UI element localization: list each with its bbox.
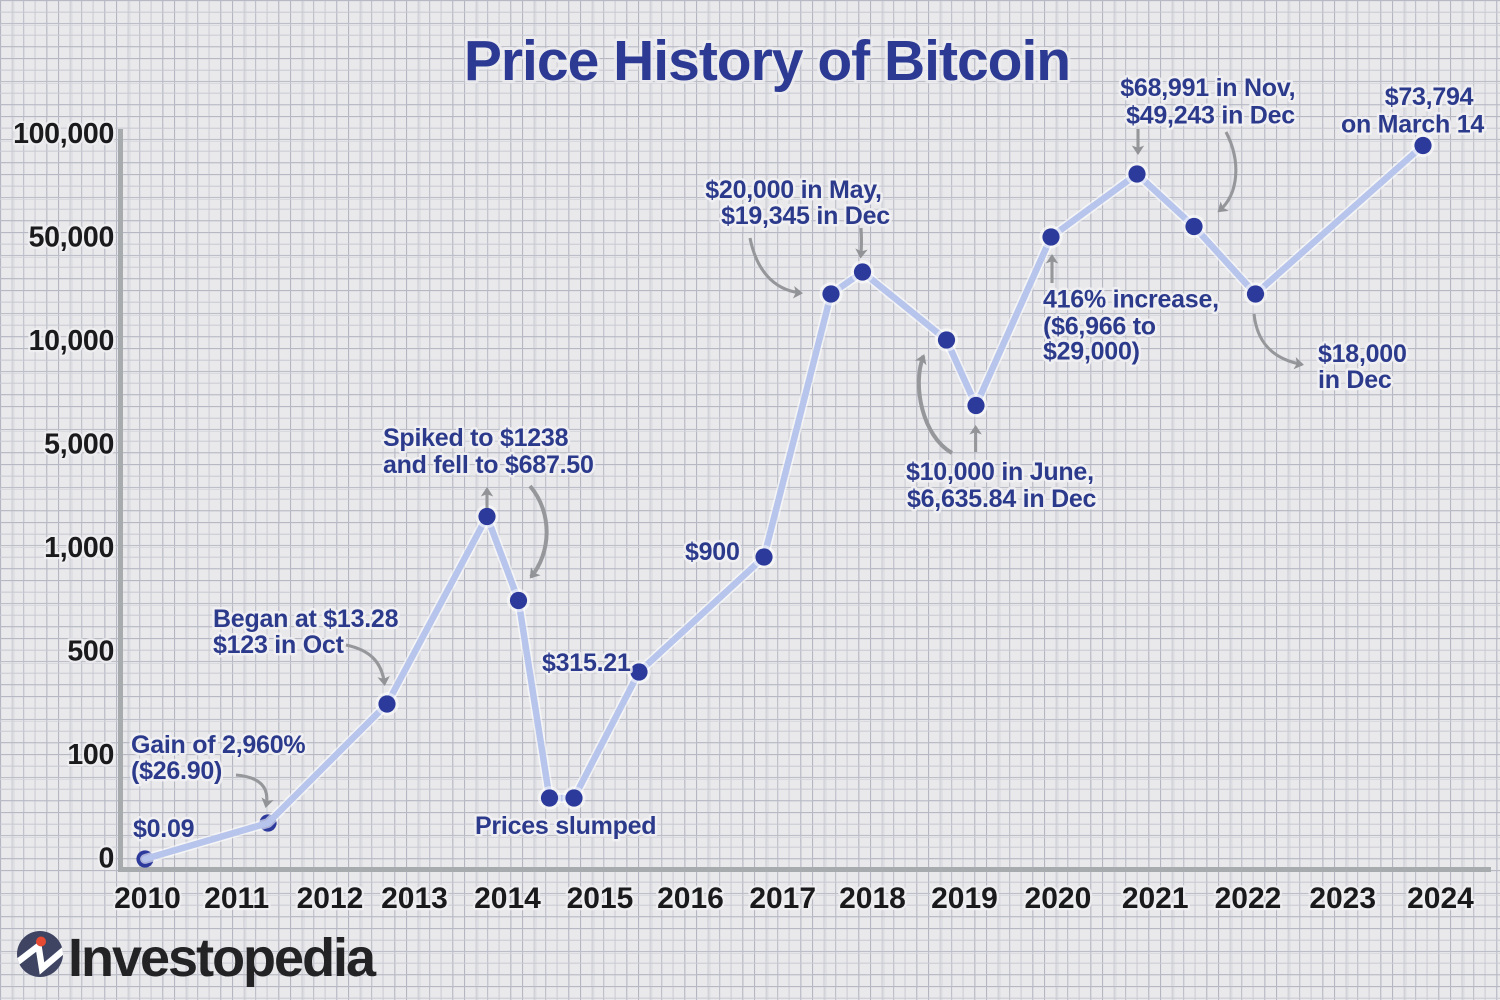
svg-text:5,000: 5,000 <box>44 429 114 461</box>
svg-text:Began at $13.28: Began at $13.28 <box>213 605 399 633</box>
svg-text:100: 100 <box>67 739 114 771</box>
svg-text:100,000: 100,000 <box>13 118 114 150</box>
svg-text:$68,991 in Nov,: $68,991 in Nov, <box>1120 74 1295 102</box>
svg-text:0: 0 <box>98 843 114 875</box>
svg-text:and fell to $687.50: and fell to $687.50 <box>383 451 594 479</box>
svg-text:$29,000): $29,000) <box>1043 337 1140 365</box>
svg-text:500: 500 <box>67 636 114 668</box>
svg-text:2019: 2019 <box>931 882 998 915</box>
svg-text:2014: 2014 <box>474 882 541 915</box>
svg-text:2022: 2022 <box>1215 882 1282 915</box>
svg-text:$123 in Oct: $123 in Oct <box>213 631 345 659</box>
svg-text:$315.21: $315.21 <box>542 649 631 677</box>
svg-text:2010: 2010 <box>114 882 181 915</box>
svg-text:in Dec: in Dec <box>1318 366 1392 394</box>
svg-text:($6,966 to: ($6,966 to <box>1043 313 1156 341</box>
svg-text:2012: 2012 <box>297 882 364 915</box>
svg-text:2017: 2017 <box>749 882 816 915</box>
svg-text:Price History of Bitcoin: Price History of Bitcoin <box>464 29 1070 93</box>
svg-text:Investopedia: Investopedia <box>68 928 377 988</box>
svg-text:$20,000 in May,: $20,000 in May, <box>705 176 881 204</box>
svg-text:416% increase,: 416% increase, <box>1043 286 1219 314</box>
svg-text:2011: 2011 <box>204 882 269 915</box>
svg-text:2018: 2018 <box>839 882 906 915</box>
svg-text:2015: 2015 <box>567 882 634 915</box>
svg-text:Prices slumped: Prices slumped <box>475 812 656 840</box>
svg-text:2023: 2023 <box>1309 882 1376 915</box>
svg-text:10,000: 10,000 <box>29 325 114 357</box>
svg-text:2016: 2016 <box>657 882 724 915</box>
svg-text:$900: $900 <box>685 538 740 566</box>
svg-text:1,000: 1,000 <box>44 532 114 564</box>
svg-text:2021: 2021 <box>1122 882 1189 915</box>
svg-text:Spiked to $1238: Spiked to $1238 <box>383 424 569 452</box>
svg-text:2020: 2020 <box>1025 882 1092 915</box>
svg-text:$49,243 in Dec: $49,243 in Dec <box>1126 102 1295 130</box>
svg-text:$19,345 in Dec: $19,345 in Dec <box>721 202 890 230</box>
svg-text:2013: 2013 <box>381 882 448 915</box>
svg-text:Gain of 2,960%: Gain of 2,960% <box>131 731 305 759</box>
svg-text:$10,000 in June,: $10,000 in June, <box>906 458 1094 486</box>
svg-text:$0.09: $0.09 <box>133 815 194 843</box>
svg-text:$6,635.84 in Dec: $6,635.84 in Dec <box>907 485 1097 513</box>
svg-text:2024: 2024 <box>1407 882 1474 915</box>
svg-text:50,000: 50,000 <box>29 222 114 254</box>
svg-text:$73,794: $73,794 <box>1385 83 1474 111</box>
svg-text:$18,000: $18,000 <box>1318 340 1407 368</box>
svg-text:($26.90): ($26.90) <box>131 757 222 785</box>
svg-text:on March 14: on March 14 <box>1341 111 1484 139</box>
